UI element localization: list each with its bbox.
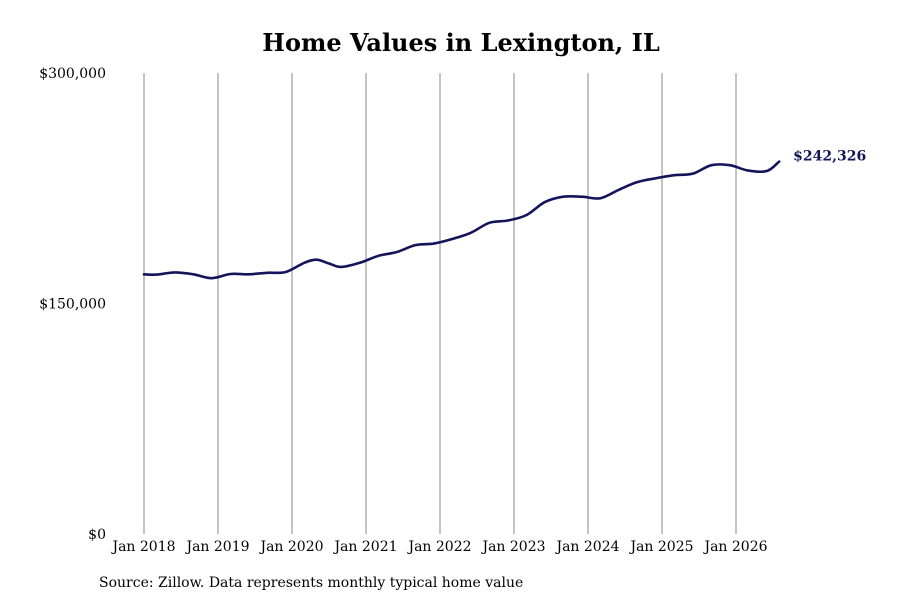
- x-tick-label-2018: Jan 2018: [110, 539, 175, 555]
- chart-title: Home Values in Lexington, IL: [262, 28, 660, 57]
- x-tick-label-2019: Jan 2019: [184, 539, 249, 555]
- x-tick-label-2021: Jan 2021: [332, 539, 397, 555]
- x-tick-label-2025: Jan 2025: [628, 539, 693, 555]
- source-note: Source: Zillow. Data represents monthly …: [99, 575, 523, 591]
- x-tick-label-2020: Jan 2020: [258, 539, 323, 555]
- x-tick-label-2026: Jan 2026: [702, 539, 767, 555]
- series-line-home-value: [142, 160, 781, 280]
- y-tick-label-300000: $300,000: [39, 66, 106, 82]
- y-tick-label-150000: $150,000: [39, 297, 106, 313]
- y-axis-ticks: $0 $150,000 $300,000: [39, 66, 106, 543]
- x-axis-ticks: Jan 2018 Jan 2019 Jan 2020 Jan 2021 Jan 2022…: [110, 539, 767, 555]
- x-tick-label-2024: Jan 2024: [554, 539, 619, 555]
- x-tick-label-2023: Jan 2023: [480, 539, 545, 555]
- y-tick-label-0: $0: [88, 527, 106, 543]
- end-value-label: $242,326: [793, 149, 866, 165]
- grid-lines: [143, 73, 737, 534]
- x-tick-label-2022: Jan 2022: [406, 539, 471, 555]
